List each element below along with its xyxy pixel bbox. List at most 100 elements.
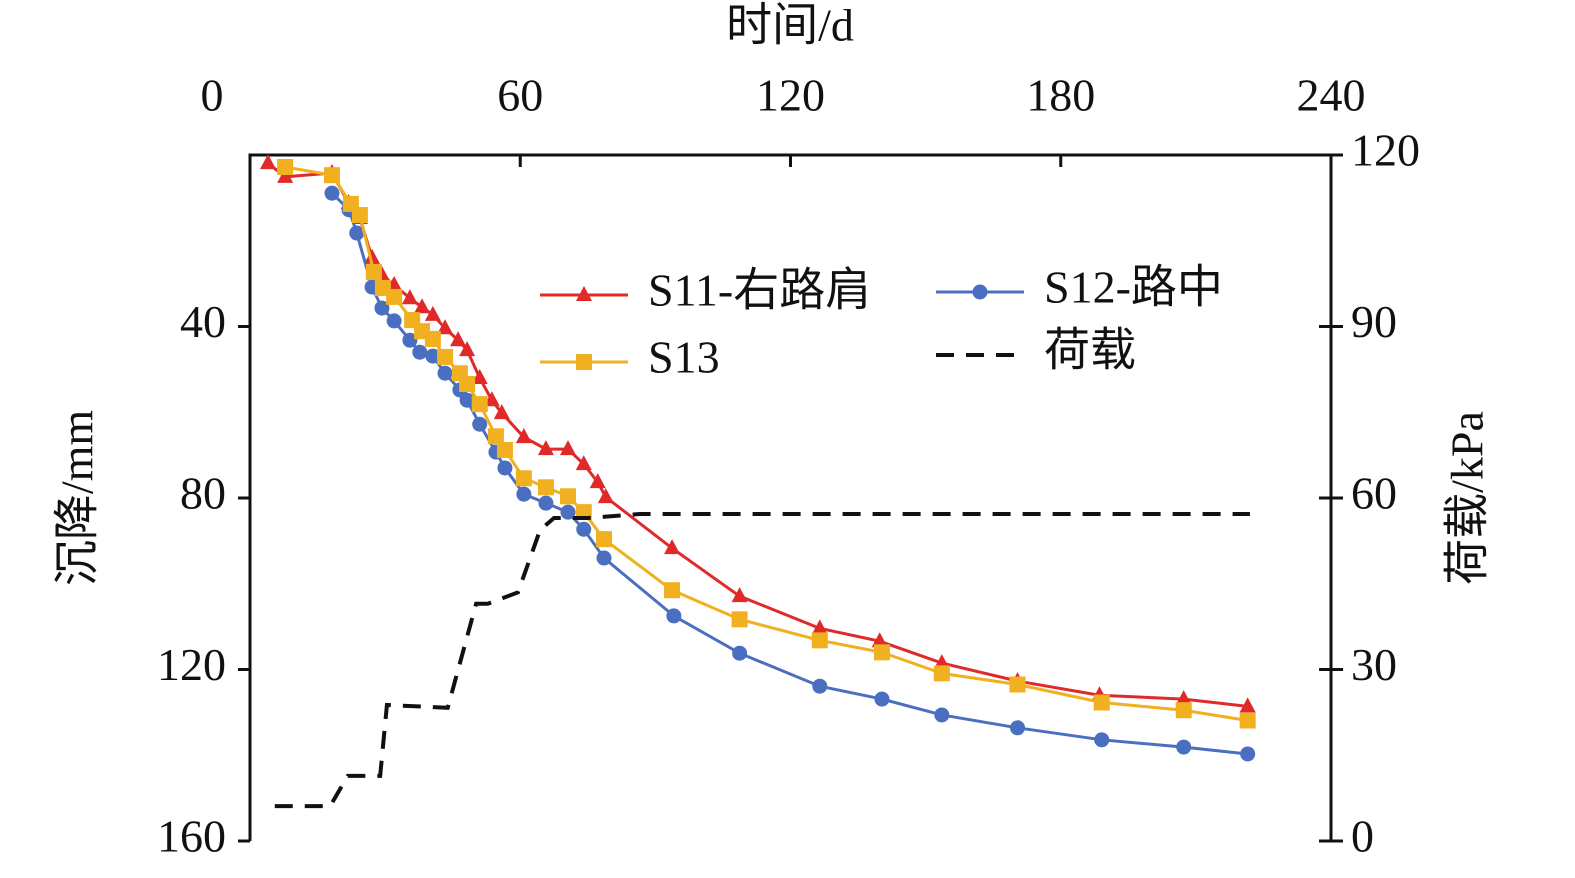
y2-axis-title: 荷载/kPa <box>1442 411 1493 585</box>
x-tick-label: 0 <box>201 70 224 121</box>
marker <box>576 521 592 537</box>
marker <box>437 319 454 335</box>
marker <box>472 416 488 432</box>
marker <box>933 665 950 682</box>
marker <box>871 632 888 648</box>
marker <box>386 313 402 329</box>
marker <box>496 441 513 458</box>
series-line <box>284 165 1248 723</box>
x-tick-label: 60 <box>497 70 543 121</box>
y2-tick-label: 0 <box>1351 811 1374 862</box>
marker <box>401 289 418 305</box>
marker <box>537 479 554 496</box>
marker <box>459 392 475 408</box>
marker <box>1240 746 1256 762</box>
marker <box>1093 694 1110 711</box>
marker <box>811 632 828 649</box>
marker <box>732 645 748 661</box>
marker <box>402 332 418 348</box>
marker <box>874 691 890 707</box>
marker <box>1239 712 1256 729</box>
marker <box>424 330 441 347</box>
x-tick-label: 120 <box>756 70 825 121</box>
marker <box>596 550 612 566</box>
marker <box>1175 702 1192 719</box>
marker <box>365 264 382 281</box>
legend-marker <box>576 286 592 301</box>
marker <box>497 460 513 476</box>
marker <box>374 300 390 316</box>
marker <box>493 404 510 420</box>
marker <box>515 470 532 487</box>
marker <box>812 678 828 694</box>
marker <box>589 473 606 489</box>
marker <box>537 440 554 456</box>
marker <box>425 348 441 364</box>
marker <box>349 225 365 241</box>
marker <box>560 504 576 520</box>
marker <box>597 488 614 504</box>
marker <box>575 455 592 471</box>
y2-tick-label: 30 <box>1351 639 1397 690</box>
marker <box>666 608 682 624</box>
marker <box>364 248 381 264</box>
marker <box>323 167 340 184</box>
marker <box>538 495 554 511</box>
marker <box>1175 690 1192 706</box>
marker <box>437 365 453 381</box>
marker <box>414 298 431 314</box>
marker <box>471 396 488 413</box>
legend-marker <box>972 284 988 300</box>
y2-tick-label: 90 <box>1351 296 1397 347</box>
marker <box>386 288 403 305</box>
y-axis-title: 沉降/mm <box>52 410 103 587</box>
marker <box>873 644 890 661</box>
legend-label: S12-路中 <box>1044 262 1223 313</box>
axes-frame <box>248 153 1333 841</box>
marker <box>1010 720 1026 736</box>
y-tick-label: 160 <box>157 811 226 862</box>
marker <box>731 611 748 628</box>
marker <box>934 707 950 723</box>
marker <box>515 428 532 444</box>
marker <box>664 582 681 599</box>
legend-marker <box>576 354 592 370</box>
marker <box>1239 697 1256 713</box>
marker <box>412 344 428 360</box>
marker <box>596 531 613 548</box>
marker <box>559 440 576 456</box>
marker <box>1094 732 1110 748</box>
marker <box>664 539 681 555</box>
x-tick-label: 180 <box>1026 70 1095 121</box>
series-line <box>274 512 1250 809</box>
marker <box>277 167 294 183</box>
y2-tick-label: 120 <box>1351 125 1420 176</box>
marker <box>450 331 467 347</box>
marker <box>811 619 828 635</box>
legend-label: 荷载 <box>1044 325 1136 376</box>
marker <box>933 654 950 670</box>
y2-tick-label: 60 <box>1351 468 1397 519</box>
marker <box>731 587 748 603</box>
y-tick-label: 120 <box>157 639 226 690</box>
x-axis-title: 时间/d <box>726 0 854 51</box>
marker <box>459 341 476 357</box>
marker <box>459 375 476 392</box>
marker <box>516 486 532 502</box>
marker <box>277 159 294 176</box>
marker <box>1009 676 1026 693</box>
legend-label: S11-右路肩 <box>648 265 871 316</box>
marker <box>471 368 488 384</box>
marker <box>351 207 368 224</box>
y-tick-label: 80 <box>180 468 226 519</box>
marker <box>483 391 500 407</box>
marker <box>324 185 340 201</box>
x-tick-label: 240 <box>1297 70 1366 121</box>
marker <box>437 348 454 365</box>
y-tick-label: 40 <box>180 296 226 347</box>
marker <box>260 154 277 170</box>
marker <box>487 428 504 445</box>
legend-label: S13 <box>648 332 720 383</box>
marker <box>1176 739 1192 755</box>
